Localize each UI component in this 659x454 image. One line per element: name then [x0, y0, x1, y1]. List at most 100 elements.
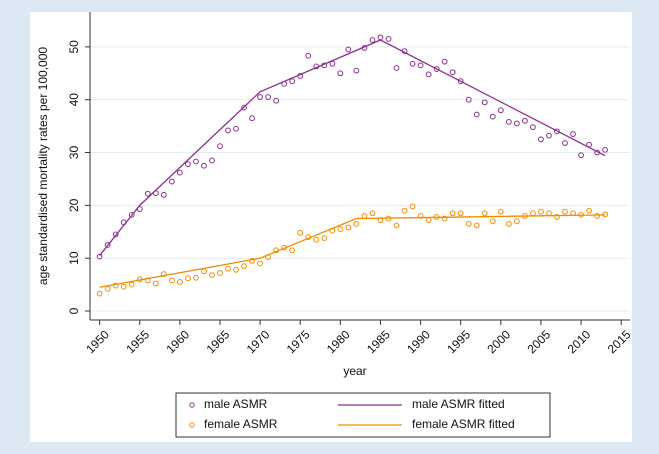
- data-point: [128, 281, 135, 288]
- data-point: [297, 229, 304, 236]
- data-point: [505, 220, 512, 227]
- data-point: [401, 207, 408, 214]
- y-axis-title: age standardised mortality rates per 100…: [36, 47, 50, 285]
- data-point: [128, 211, 135, 218]
- data-point: [369, 37, 376, 43]
- y-tick-label: 20: [67, 198, 81, 212]
- data-point: [217, 143, 223, 150]
- legend-label: male ASMR: [204, 397, 268, 411]
- y-tick-label: 50: [67, 40, 81, 54]
- data-point: [570, 131, 576, 137]
- data-point: [289, 78, 296, 85]
- data-point: [586, 207, 592, 214]
- data-point: [417, 213, 424, 219]
- data-point: [168, 178, 175, 185]
- data-point: [201, 162, 207, 169]
- data-point: [160, 191, 167, 198]
- y-tick-label: 30: [67, 146, 81, 160]
- data-point: [305, 52, 312, 59]
- data-point: [184, 161, 191, 168]
- data-point: [481, 99, 488, 106]
- data-point: [120, 283, 127, 290]
- data-point: [489, 218, 496, 225]
- data-point: [225, 265, 231, 272]
- data-point: [249, 257, 255, 264]
- data-point: [457, 210, 464, 217]
- legend-label: female ASMR: [204, 417, 278, 431]
- data-point: [168, 277, 175, 284]
- data-point: [497, 107, 504, 114]
- x-axis-title: year: [343, 364, 366, 378]
- data-point: [538, 136, 544, 143]
- data-point: [473, 111, 480, 118]
- data-point: [144, 190, 151, 197]
- data-point: [96, 290, 103, 297]
- data-point: [249, 115, 255, 122]
- data-point: [530, 124, 536, 131]
- data-point: [602, 146, 609, 153]
- data-point: [345, 224, 352, 231]
- data-point: [96, 253, 103, 260]
- data-point: [112, 231, 119, 238]
- data-point: [393, 222, 400, 229]
- data-point: [257, 260, 264, 267]
- data-point: [513, 120, 520, 127]
- data-point: [433, 66, 440, 72]
- legend-label: female ASMR fitted: [412, 417, 515, 431]
- legend-label: male ASMR fitted: [412, 397, 505, 411]
- data-point: [562, 140, 568, 146]
- data-point: [193, 274, 199, 281]
- data-point: [554, 214, 560, 220]
- data-point: [353, 220, 360, 227]
- data-point: [409, 60, 416, 67]
- data-point: [233, 125, 239, 132]
- data-point: [265, 94, 272, 100]
- y-tick-label: 40: [67, 93, 81, 107]
- data-point: [289, 247, 296, 254]
- data-point: [369, 210, 376, 217]
- data-point: [353, 67, 360, 74]
- data-point: [104, 242, 111, 248]
- data-point: [241, 263, 247, 270]
- graph-region: [30, 12, 632, 442]
- data-point: [425, 71, 432, 78]
- data-point: [513, 218, 520, 225]
- data-point: [176, 279, 183, 285]
- data-point: [385, 36, 392, 42]
- data-point: [176, 169, 183, 176]
- y-tick-label: 10: [67, 251, 81, 265]
- data-point: [345, 46, 352, 53]
- data-point: [337, 70, 344, 77]
- data-point: [241, 104, 247, 111]
- data-point: [209, 272, 215, 278]
- data-point: [441, 58, 448, 65]
- data-point: [489, 113, 496, 120]
- data-point: [465, 220, 472, 227]
- data-point: [184, 275, 191, 282]
- data-point: [112, 282, 119, 289]
- data-point: [393, 65, 400, 71]
- data-point: [554, 128, 560, 135]
- data-point: [481, 210, 488, 217]
- data-point: [562, 208, 568, 215]
- fitted-line: [99, 39, 606, 256]
- data-point: [409, 203, 416, 210]
- data-point: [152, 280, 159, 287]
- data-point: [417, 62, 424, 69]
- fitted-line: [99, 214, 606, 288]
- data-point: [465, 96, 472, 103]
- data-point: [505, 118, 512, 125]
- data-point: [160, 271, 167, 277]
- data-point: [441, 215, 448, 222]
- data-point: [578, 152, 584, 159]
- legend-marker: [189, 402, 195, 408]
- legend-box: [175, 392, 551, 438]
- data-point: [217, 270, 223, 276]
- data-point: [193, 158, 199, 165]
- data-point: [449, 210, 456, 217]
- data-point: [594, 213, 601, 219]
- data-point: [209, 157, 215, 164]
- legend-marker: [189, 422, 195, 428]
